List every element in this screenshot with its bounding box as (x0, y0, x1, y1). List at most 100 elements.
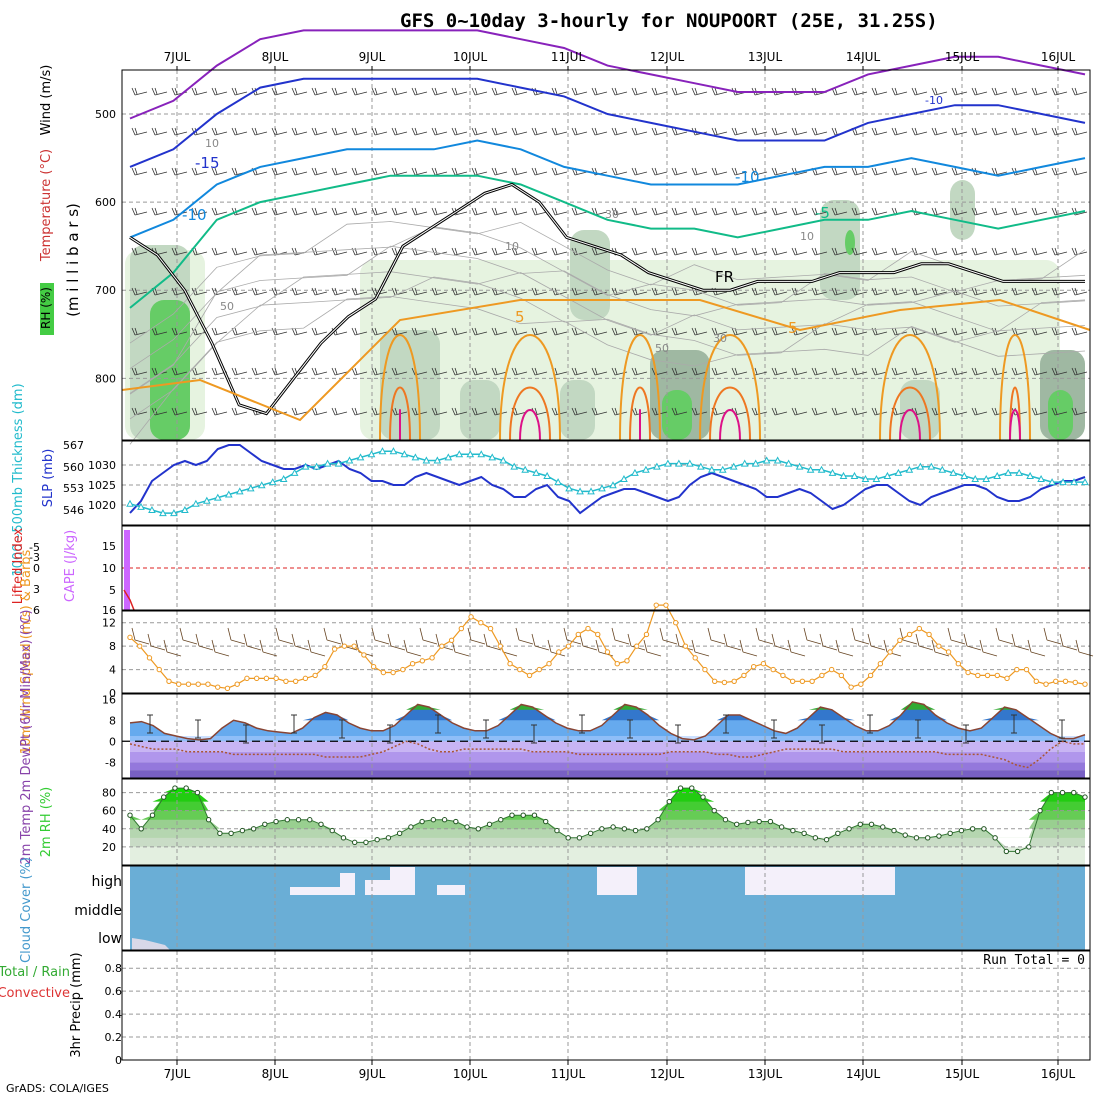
li-ytick-4: 6 (33, 604, 40, 617)
wind-barb (551, 127, 568, 136)
wind-barb (1031, 87, 1048, 96)
wind-barb (551, 407, 568, 416)
rh-point (734, 821, 740, 827)
thickness-point (345, 456, 354, 464)
wind-barb-10m (483, 633, 502, 651)
upper-ytick-0: 500 (95, 108, 116, 121)
wind-barb (551, 167, 568, 176)
upper-ytick-2: 700 (95, 284, 116, 297)
rh-point (790, 827, 796, 834)
wind-speed-point (137, 643, 143, 649)
wind-barb (311, 87, 328, 96)
wind-barb (991, 127, 1008, 136)
wind-barb (651, 247, 668, 256)
thickness-point (181, 505, 189, 513)
wind-barb (331, 287, 348, 296)
wind-barb (631, 207, 648, 216)
rh-point (868, 821, 875, 827)
rh-ytick-3: 80 (102, 787, 116, 800)
wind-barb (571, 127, 588, 136)
wind-barb (191, 287, 208, 296)
thickness-point (982, 475, 991, 483)
wind-speed-point (819, 672, 825, 679)
wind-barb (211, 207, 228, 216)
wind-barb (311, 327, 328, 336)
rh-point (812, 835, 819, 841)
thickness-point (411, 453, 420, 461)
wind-barb (191, 167, 208, 176)
wind-barb (1031, 247, 1048, 256)
precip-panel: 0 0.2 0.4 0.6 0.8 (105, 951, 1090, 1067)
wind-barb (971, 207, 988, 216)
ylabel-rh: RH (%) (39, 287, 53, 329)
wind-barb-10m (131, 627, 150, 645)
wind-barb-10m (403, 639, 422, 657)
thickness-point (235, 487, 244, 495)
thickness-point (685, 459, 694, 467)
ylabel-lifted-index: Lifted Index (11, 527, 26, 604)
wind-barb (1051, 207, 1068, 216)
rh-point (441, 817, 448, 823)
rh-point (318, 821, 324, 827)
wind-barb (971, 87, 988, 96)
wind-barb-10m (1043, 627, 1062, 645)
wind-barb (671, 207, 688, 216)
ylabel-rh2m: 2m RH (%) (39, 787, 54, 858)
wind-speed-point (1004, 675, 1010, 682)
wind-speed-point (731, 678, 737, 684)
rh-point (250, 826, 257, 832)
rh-point (880, 824, 886, 830)
rh-swatch (40, 283, 54, 335)
temp-minmax-bar (1011, 714, 1017, 734)
temp-contour-warm-0 (379, 334, 421, 441)
wind-barb-10m (963, 633, 982, 651)
ylabel-slp: SLP (mb) (41, 449, 56, 508)
rh-point (194, 789, 201, 796)
temp-minmax-bar (291, 714, 297, 734)
wind-barb (411, 87, 428, 96)
rh-shade-13 (460, 380, 500, 440)
rh-point (239, 827, 246, 834)
thickness-ytick-3: 567 (63, 439, 84, 452)
wind-barb (711, 167, 728, 176)
thickness-point (433, 456, 442, 464)
wind-barb (1011, 127, 1028, 136)
temp-warm-area-2 (130, 701, 1085, 721)
wind-barb (591, 247, 608, 256)
thickness-point (543, 471, 551, 479)
wind-speed-point (906, 631, 913, 638)
wind-barb (831, 287, 848, 296)
wind-speed-point (292, 678, 299, 684)
wind-barb (751, 247, 768, 256)
wind-barb-10m (995, 627, 1014, 645)
thickness-point (192, 499, 200, 507)
rh-point (745, 819, 751, 826)
rh-point (374, 836, 380, 843)
rh-point (947, 830, 953, 837)
wind-speed-point (673, 620, 679, 626)
wind-speed-point (984, 672, 991, 679)
thickness-point (554, 478, 562, 486)
wind-barb (791, 367, 808, 376)
wind-barb (711, 87, 728, 96)
wind-barb (511, 87, 528, 96)
wind-barb (251, 207, 268, 216)
wind-speed-point (1023, 666, 1030, 673)
ylabel-wind: Wind (m/s) (39, 65, 54, 136)
thickness-point (960, 471, 969, 479)
wind-barb (351, 327, 368, 336)
wind-barb (831, 247, 848, 256)
wind-barb (271, 167, 288, 176)
wind-barb (751, 287, 768, 296)
cloud-high-0 (290, 887, 340, 895)
temp-cold-band-0 (130, 741, 1085, 752)
wind-barb (691, 167, 708, 176)
wind-barb (631, 167, 648, 176)
wind-speed-point (526, 672, 533, 679)
wind-barb (951, 407, 968, 416)
rh-point (689, 785, 695, 791)
wind-barb (271, 327, 288, 336)
panel-frame-1 (121, 440, 1091, 526)
thickness-point (356, 453, 365, 461)
temp-contour-warm2-3 (709, 386, 751, 441)
